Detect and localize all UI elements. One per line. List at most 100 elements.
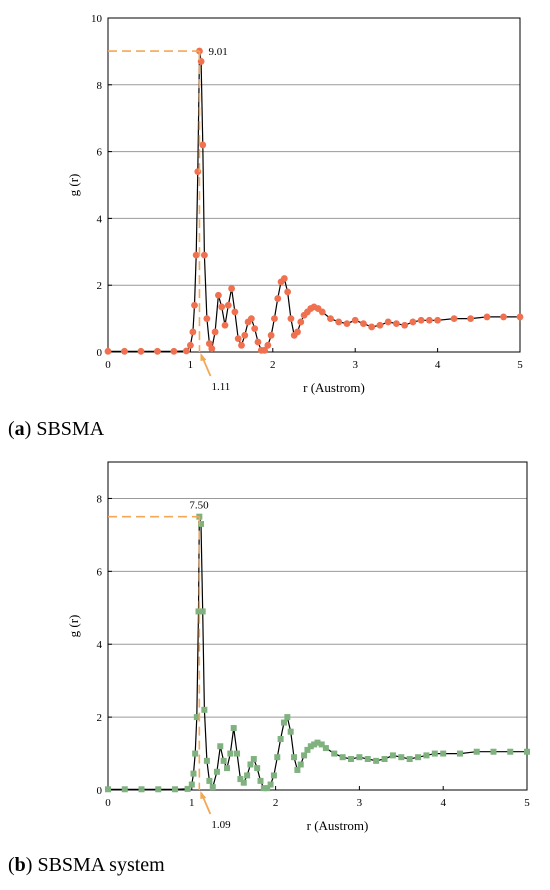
panel-b-data-point <box>270 772 277 779</box>
panel-b-data-point <box>254 765 261 772</box>
panel-b-data-point <box>260 785 267 792</box>
panel-a-data-point <box>450 315 458 322</box>
panel-b-data-point <box>230 725 237 732</box>
panel-b-data-point <box>240 779 247 786</box>
panel-b-data-point <box>188 781 195 788</box>
panel-a-data-point <box>327 315 334 322</box>
panel-a-series-line <box>108 51 520 352</box>
panel-b-data-point <box>192 750 199 757</box>
panel-a-data-point <box>121 347 128 355</box>
panel-b-y-tick-label: 6 <box>97 566 103 578</box>
panel-a-data-point <box>251 325 259 333</box>
panel-a-data-point <box>376 321 384 329</box>
panel-b-data-point <box>423 752 430 759</box>
panel-b-data-point <box>213 768 220 775</box>
panel-a-data-point <box>280 275 288 282</box>
panel-b-data-point <box>247 761 254 768</box>
panel-a-x-tick-label: 5 <box>517 359 523 371</box>
panel-a-data-point <box>500 313 507 321</box>
panel-b-data-point <box>203 757 210 764</box>
panel-a-peak-y-annotation: 9.01 <box>208 46 227 58</box>
panel-b-data-point <box>138 786 145 793</box>
panel-a-data-point <box>297 318 305 326</box>
panel-b-data-point <box>172 786 179 793</box>
panel-a-data-point <box>294 328 301 336</box>
panel-a-data-point <box>384 318 392 326</box>
panel-a-data-point <box>335 318 343 326</box>
panel-a-data-point <box>351 316 359 324</box>
panel-a-data-point <box>274 295 282 302</box>
panel-a-data-point <box>425 316 433 324</box>
panel-b-x-tick-label: 1 <box>189 797 195 809</box>
panel-a-data-point <box>137 347 145 355</box>
panel-a-plot-frame <box>107 17 521 353</box>
panel-b-data-point <box>105 786 111 793</box>
panel-b-data-point <box>406 756 413 763</box>
panel-a-data-point <box>516 313 524 321</box>
panel-b-data-point <box>490 748 497 755</box>
panel-a-y-tick-label: 6 <box>97 147 103 159</box>
panel-b-data-point <box>244 772 251 779</box>
panel-b-x-tick-label: 5 <box>524 797 530 809</box>
panel-a-data-point <box>284 288 292 296</box>
panel-b-x-axis-label: r (Austrom) <box>307 818 369 833</box>
panel-a-y-tick-label: 8 <box>97 80 103 92</box>
panel-b-data-point <box>217 743 224 750</box>
panel-b-y-tick-label: 2 <box>97 712 103 724</box>
panel-b-data-point <box>291 754 298 761</box>
panel-a-data-point <box>182 347 190 355</box>
panel-b-data-point <box>389 752 396 759</box>
panel-a-data-point <box>434 316 441 324</box>
panel-a-y-tick-label: 0 <box>97 347 103 359</box>
panel-b-data-point <box>184 785 191 792</box>
panel-a-data-point <box>264 341 272 349</box>
panel-a-x-tick-label: 3 <box>352 359 358 371</box>
panel-a-y-tick-label: 2 <box>97 280 103 292</box>
panel-b-data-point <box>198 520 205 527</box>
panel-b-data-point <box>155 786 162 793</box>
caption-b: (b) SBSMA system <box>8 854 165 876</box>
panel-b-data-point <box>267 781 274 788</box>
panel-b-data-point <box>398 754 405 761</box>
panel-b-data-point <box>257 777 264 784</box>
panel-a-y-tick-label: 10 <box>91 13 103 25</box>
panel-b-data-point <box>223 765 230 772</box>
panel-b-data-point <box>311 741 318 748</box>
panel-a-peak-x-annotation: 1.11 <box>211 381 230 393</box>
panel-b-x-tick-label: 0 <box>105 797 111 809</box>
panel-b-series-line <box>108 516 527 790</box>
panel-b-y-tick-label: 4 <box>97 639 103 651</box>
panel-b-data-point <box>524 748 530 755</box>
panel-a-data-point <box>241 331 249 339</box>
panel-b-data-point <box>201 706 208 713</box>
panel-a-data-point <box>234 335 242 343</box>
panel-a-x-tick-label: 2 <box>270 359 276 371</box>
panel-b-x-tick-label: 2 <box>273 797 279 809</box>
panel-a-data-point <box>192 251 200 259</box>
panel-a-data-point <box>208 345 216 353</box>
panel-a-x-tick-label: 0 <box>105 359 111 371</box>
panel-b-data-point <box>473 748 480 755</box>
panel-a-data-point <box>196 47 203 55</box>
panel-b-data-point <box>250 756 257 763</box>
panel-b-data-point <box>356 754 363 761</box>
panel-a-y-tick-label: 4 <box>97 213 103 225</box>
panel-a-data-point <box>401 321 409 329</box>
panel-a-data-point <box>221 321 229 329</box>
panel-a-peak-x-arrowhead <box>200 353 207 361</box>
panel-b-data-point <box>456 750 463 757</box>
panel-a-data-point <box>368 323 376 331</box>
panel-a-data-point <box>343 320 351 328</box>
panel-b-data-point <box>307 743 314 750</box>
panel-b-data-point <box>440 750 447 757</box>
panel-b-y-tick-label: 8 <box>97 493 103 505</box>
panel-a-data-point <box>318 308 326 316</box>
panel-a-data-point <box>231 308 239 316</box>
panel-b-y-axis-label: g (r) <box>66 615 81 638</box>
panel-b-data-point <box>121 786 128 793</box>
panel-b-y-tick-label: 0 <box>97 785 103 797</box>
panel-b-data-point <box>227 750 234 757</box>
panel-a-data-point <box>154 347 161 355</box>
panel-a-data-point <box>287 315 295 322</box>
panel-a-data-point <box>238 341 245 349</box>
